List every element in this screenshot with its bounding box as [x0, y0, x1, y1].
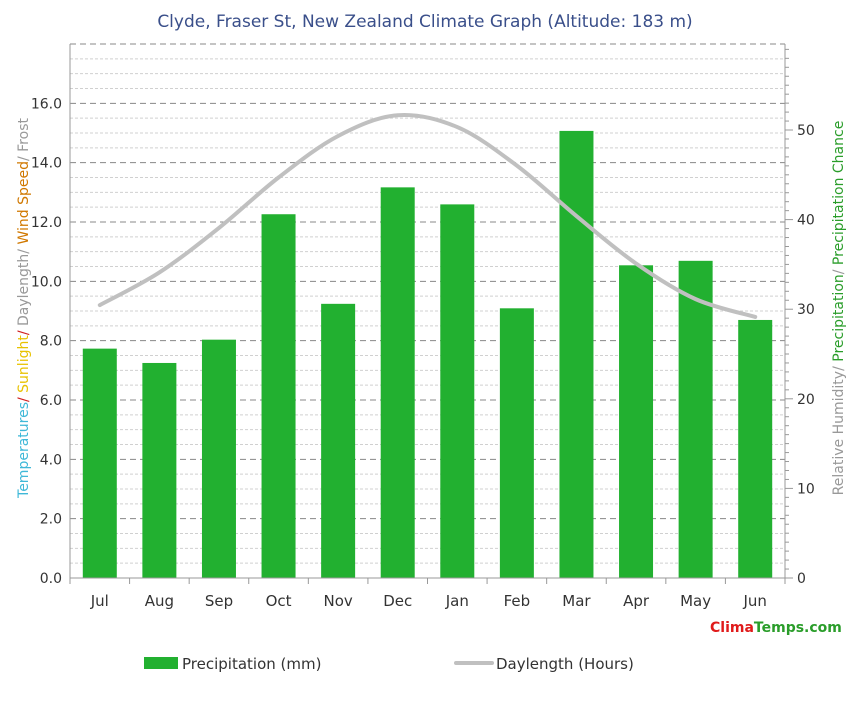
precip-bar-apr	[619, 265, 654, 578]
axis-label-part: /	[16, 393, 32, 402]
left-tick-label: 10.0	[31, 274, 62, 290]
axis-label-part: Daylength	[16, 254, 32, 326]
left-tick-label: 2.0	[40, 512, 62, 528]
precip-bar-nov	[321, 303, 356, 578]
x-label-apr: Apr	[623, 592, 650, 610]
precip-bar-may	[678, 260, 713, 578]
x-label-mar: Mar	[562, 592, 591, 610]
legend-swatch-precipitation	[144, 657, 178, 669]
axis-label-part: Temperatures	[16, 402, 32, 499]
left-tick-label: 4.0	[40, 452, 62, 468]
left-tick-label: 14.0	[31, 156, 62, 172]
right-tick-label: 10	[797, 481, 815, 497]
right-axis-label: Relative Humidity/ Precipitation/ Precip…	[831, 121, 847, 496]
axis-label-part: Wind Speed	[16, 161, 32, 245]
precip-bar-jun	[738, 319, 773, 578]
axis-label-part: /	[16, 245, 32, 254]
x-label-feb: Feb	[504, 592, 531, 610]
legend: Precipitation (mm) Daylength (Hours)	[144, 655, 634, 673]
x-axis-labels: Jul Aug Sep Oct Nov Dec Jan Feb Mar Apr May Jun	[90, 592, 767, 610]
left-tick-label: 0.0	[40, 571, 62, 587]
daylength-curve	[97, 112, 758, 319]
brand-logo[interactable]: ClimaTemps.com	[710, 620, 842, 636]
left-tick-label: 16.0	[31, 96, 62, 112]
axis-label-part: Sunlight	[16, 335, 32, 393]
axis-label-part: /	[16, 326, 32, 335]
x-label-aug: Aug	[145, 592, 174, 610]
precip-bar-aug	[142, 362, 177, 578]
right-tick-label: 40	[797, 213, 815, 229]
right-axis-ticks: 0 10 20 30 40 50	[797, 123, 815, 587]
x-label-nov: Nov	[323, 592, 352, 610]
precip-bar-sep	[201, 339, 236, 578]
chart-title: Clyde, Fraser St, New Zealand Climate Gr…	[157, 12, 692, 32]
precipitation-bars	[82, 130, 773, 578]
axis-label-part: Relative Humidity	[831, 371, 847, 495]
precip-bar-jul	[82, 348, 117, 578]
left-axis-ticks: 0.0 2.0 4.0 6.0 8.0 10.0 12.0 14.0 16.0	[31, 96, 62, 587]
axis-label-part: /	[831, 362, 847, 371]
left-tick-label: 8.0	[40, 334, 62, 350]
axis-label-part: / Frost	[16, 117, 32, 161]
precip-bar-feb	[499, 308, 534, 578]
legend-label-precipitation: Precipitation (mm)	[182, 655, 321, 673]
right-tick-label: 30	[797, 302, 815, 318]
legend-label-daylength: Daylength (Hours)	[496, 655, 634, 673]
x-label-dec: Dec	[383, 592, 412, 610]
x-label-jan: Jan	[445, 592, 469, 610]
precip-bar-jan	[440, 204, 475, 578]
precip-bar-mar	[559, 130, 594, 578]
left-tick-label: 6.0	[40, 393, 62, 409]
left-tick-label: 12.0	[31, 215, 62, 231]
precip-bar-dec	[380, 187, 415, 578]
x-label-sep: Sep	[205, 592, 233, 610]
x-label-may: May	[680, 592, 711, 610]
precip-bar-oct	[261, 214, 296, 578]
axes	[69, 44, 793, 584]
x-label-oct: Oct	[266, 592, 292, 610]
grid-lines	[70, 43, 785, 579]
x-label-jun: Jun	[742, 592, 766, 610]
axis-label-part: /	[831, 265, 847, 274]
axis-label-part: Precipitation	[831, 274, 847, 362]
axis-label-part: Precipitation Chance	[831, 121, 847, 265]
brand-part1: Clima	[710, 620, 754, 636]
right-tick-label: 50	[797, 123, 815, 139]
x-label-jul: Jul	[90, 592, 109, 610]
right-tick-label: 0	[797, 571, 806, 587]
daylength-line	[97, 112, 758, 319]
right-tick-label: 20	[797, 392, 815, 408]
left-axis-label: Temperatures/ Sunlight/ Daylength/ Wind …	[16, 117, 32, 498]
brand-part2: Temps.com	[753, 620, 842, 636]
